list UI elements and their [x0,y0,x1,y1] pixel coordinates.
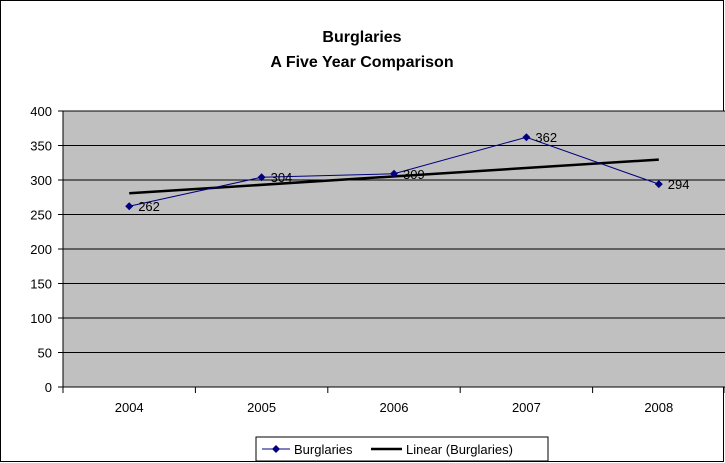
y-tick-label: 100 [30,311,52,326]
data-label: 294 [668,177,690,192]
x-tick-label: 2004 [115,400,144,415]
burglaries-point-marker [522,133,531,142]
y-tick-label: 300 [30,173,52,188]
burglaries-point-marker [125,202,134,211]
legend-trendline-label: Linear (Burglaries) [406,442,513,457]
axes: 0 50 100 150 200 250 300 350 400 2004 2005 2006 2007… [30,104,725,415]
x-tick-label: 2006 [380,400,409,415]
data-label: 309 [403,167,425,182]
x-tick-label: 2005 [247,400,276,415]
y-tick-label: 400 [30,104,52,119]
y-tick-label: 50 [38,346,52,361]
legend: Burglaries Linear (Burglaries) [255,436,549,462]
data-label-layer: 262 304 309 362 294 [138,130,689,214]
y-tick-label: 0 [45,380,52,395]
y-tick-label: 350 [30,139,52,154]
burglaries-point-marker [257,173,266,182]
y-tick-label: 150 [30,277,52,292]
burglaries-point-marker [654,180,663,189]
burglaries-point-marker [390,169,398,178]
data-label: 362 [535,130,557,145]
gridlines [63,110,725,353]
data-label: 262 [138,199,160,214]
x-tick-label: 2007 [512,400,541,415]
chart-subtitle: A Five Year Comparison [270,54,453,71]
legend-burglaries-marker [272,445,280,453]
data-label: 304 [271,170,293,185]
chart-title: Burglaries [322,29,401,46]
legend-burglaries-label: Burglaries [294,442,353,457]
y-tick-label: 250 [30,208,52,223]
series-layer [125,133,663,211]
x-tick-label: 2008 [644,400,673,415]
y-tick-label: 200 [30,242,52,257]
